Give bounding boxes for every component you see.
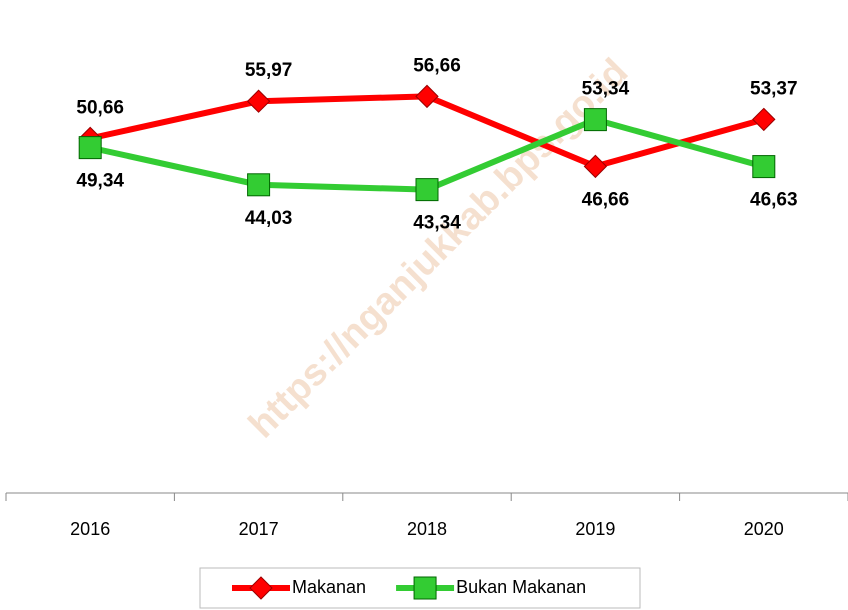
x-tick-label: 2019 (575, 519, 615, 539)
data-label: 46,63 (750, 190, 798, 211)
data-label: 53,34 (582, 79, 630, 100)
data-label: 43,34 (413, 213, 461, 234)
legend-marker (413, 576, 437, 600)
data-label: 53,37 (750, 78, 798, 99)
data-label: 46,66 (582, 189, 630, 210)
x-tick-label: 2020 (744, 519, 784, 539)
x-tick-label: 2018 (407, 519, 447, 539)
data-label: 49,34 (76, 171, 124, 192)
data-label: 50,66 (76, 97, 124, 118)
watermark: https://nganjukkab.bps.go.id (241, 51, 636, 446)
x-tick-label: 2016 (70, 519, 110, 539)
point-marker (752, 155, 776, 179)
x-tick-label: 2017 (239, 519, 279, 539)
point-marker (583, 154, 608, 179)
point-marker (752, 107, 776, 132)
point-marker (415, 84, 439, 109)
point-marker (247, 173, 271, 197)
data-label: 44,03 (245, 208, 293, 229)
point-marker (246, 89, 271, 113)
legend-marker (249, 576, 273, 600)
point-marker (583, 108, 607, 132)
point-marker (415, 178, 439, 202)
data-label: 55,97 (245, 60, 293, 81)
point-marker (78, 136, 102, 160)
legend-label: Bukan Makanan (456, 577, 586, 597)
data-label: 56,66 (413, 55, 461, 76)
legend-label: Makanan (292, 577, 366, 597)
